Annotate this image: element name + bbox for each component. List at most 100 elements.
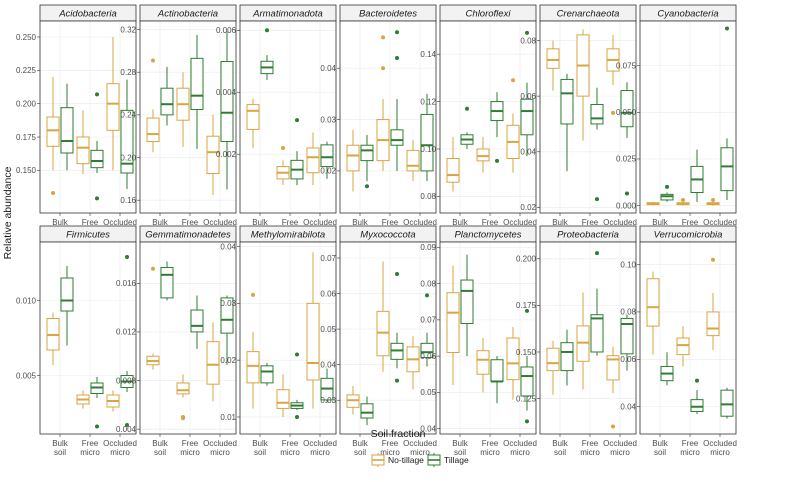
y-tick-label: 0.04 <box>420 424 436 433</box>
x-tick-label: micro <box>410 448 430 457</box>
box-bulk-soil-tillage <box>160 261 174 301</box>
y-tick-label: 0.006 <box>216 26 237 35</box>
box-iqr <box>160 267 174 299</box>
panel-border <box>139 20 237 214</box>
x-tick-label: soil <box>454 448 466 457</box>
x-tick-label: micro <box>510 448 530 457</box>
x-tick-label: Free <box>482 218 499 227</box>
outlier-point <box>95 196 99 201</box>
outlier-point <box>395 55 399 60</box>
box-iqr <box>590 314 604 353</box>
box-iqr <box>160 87 174 116</box>
box-occluded-micro-tillage <box>120 255 134 427</box>
box-bulk-soil-tillage <box>460 106 474 149</box>
x-tick-label: Bulk <box>452 218 469 227</box>
box-bulk-soil-no-tillage <box>346 386 360 415</box>
box-bulk-soil-no-tillage <box>146 266 160 370</box>
outlier-point <box>695 378 699 383</box>
x-tick-label: Free <box>382 439 399 448</box>
box-occluded-micro-no-tillage <box>306 132 320 186</box>
panel-border <box>339 241 437 435</box>
box-iqr <box>306 302 320 381</box>
x-tick-label: micro <box>680 448 700 457</box>
y-tick-label: 0.08 <box>520 36 536 45</box>
facet-panel-planctomycetes: Planctomycetes 0.04 0.05 0.06 0.07 0.08 0.09 Bu… <box>420 225 537 457</box>
legend-key-no-tillage <box>371 453 385 467</box>
box-free-micro-no-tillage <box>376 35 390 171</box>
box-iqr <box>420 342 434 359</box>
box-occluded-micro-no-tillage <box>406 336 420 390</box>
x-tick-label: Bulk <box>652 218 669 227</box>
box-free-micro-tillage <box>90 92 104 201</box>
x-tick-label: Occluded <box>403 218 437 227</box>
box-free-micro-no-tillage <box>476 137 490 173</box>
box-iqr <box>346 144 360 172</box>
legend-label: Tillage <box>444 455 469 465</box>
box-iqr <box>520 366 534 397</box>
x-tick-label: Occluded <box>203 439 237 448</box>
y-tick-label: 0.175 <box>516 301 537 310</box>
y-tick-label: 0.02 <box>520 203 536 212</box>
y-tick-label: 0.04 <box>220 242 236 251</box>
facet-panel-actinobacteria: Actinobacteria0.160.200.240.280.32Bulkso… <box>120 4 237 236</box>
box-free-micro-tillage <box>390 272 404 383</box>
box-free-micro-no-tillage <box>276 145 290 186</box>
box-iqr <box>176 382 190 395</box>
x-tick-label: Bulk <box>652 439 669 448</box>
panel-border <box>539 241 637 435</box>
box-occluded-micro-no-tillage <box>706 257 720 350</box>
panel-border <box>39 20 137 214</box>
y-tick-label: 0.10 <box>420 145 436 154</box>
box-bulk-soil-no-tillage <box>146 58 160 153</box>
box-bulk-soil-tillage <box>160 66 174 126</box>
panel-border <box>439 20 537 214</box>
box-iqr <box>276 389 290 409</box>
outlier-point <box>395 272 399 276</box>
box-free-micro-no-tillage <box>576 29 590 141</box>
facet-panel-firmicutes: Firmicutes0.0050.010BulksoilFreemicroOcc… <box>16 225 137 457</box>
outlier-point <box>725 26 729 31</box>
y-tick-label: 0.05 <box>320 325 336 334</box>
box-bulk-soil-no-tillage <box>346 129 360 192</box>
facet-title: Methylomirabilota <box>251 230 325 241</box>
box-iqr <box>190 309 204 333</box>
y-tick-label: 0.175 <box>16 133 37 142</box>
y-tick-label: 0.125 <box>516 394 537 403</box>
box-free-micro-no-tillage <box>176 374 190 421</box>
box-occluded-micro-tillage <box>720 387 734 419</box>
y-tick-label: 0.012 <box>116 328 137 337</box>
outlier-point <box>125 423 129 427</box>
y-tick-label: 0.02 <box>220 356 236 365</box>
box-occluded-micro-tillage <box>620 314 634 371</box>
facet-title: Actinobacteria <box>157 9 218 20</box>
x-tick-label: Free <box>382 218 399 227</box>
y-tick-label: 0.000 <box>616 201 637 210</box>
box-iqr <box>720 389 734 417</box>
box-bulk-soil-tillage <box>460 254 474 357</box>
box-iqr <box>320 144 334 168</box>
box-iqr <box>246 104 260 130</box>
box-bulk-soil-tillage <box>660 184 674 202</box>
box-iqr <box>690 399 704 412</box>
outlier-point <box>395 378 399 383</box>
outlier-point <box>625 191 629 196</box>
box-free-micro-no-tillage <box>376 261 390 372</box>
x-tick-label: soil <box>54 448 66 457</box>
facet-panel-acidobacteria: Acidobacteria 0.150 0.175 0.200 0.225 0.250 Bu… <box>16 4 137 236</box>
box-bulk-soil-tillage <box>560 73 574 172</box>
x-tick-label: soil <box>654 448 666 457</box>
box-iqr <box>460 279 474 325</box>
box-bulk-soil-no-tillage <box>646 271 660 355</box>
box-free-micro-no-tillage <box>676 197 690 206</box>
y-tick-label: 0.07 <box>420 316 436 325</box>
outlier-point <box>95 424 99 429</box>
box-bulk-soil-no-tillage <box>546 40 560 91</box>
box-iqr <box>646 278 660 327</box>
box-free-micro-tillage <box>490 92 504 163</box>
facet-title: Myxococcota <box>360 230 415 241</box>
facet-panel-gemmatimonadetes: Gemmatimonadetes 0.004 0.008 0.012 0.016 Bulk… <box>116 225 237 457</box>
panel-border <box>239 20 337 214</box>
outlier-point <box>381 66 385 71</box>
x-tick-label: Occluded <box>603 439 637 448</box>
